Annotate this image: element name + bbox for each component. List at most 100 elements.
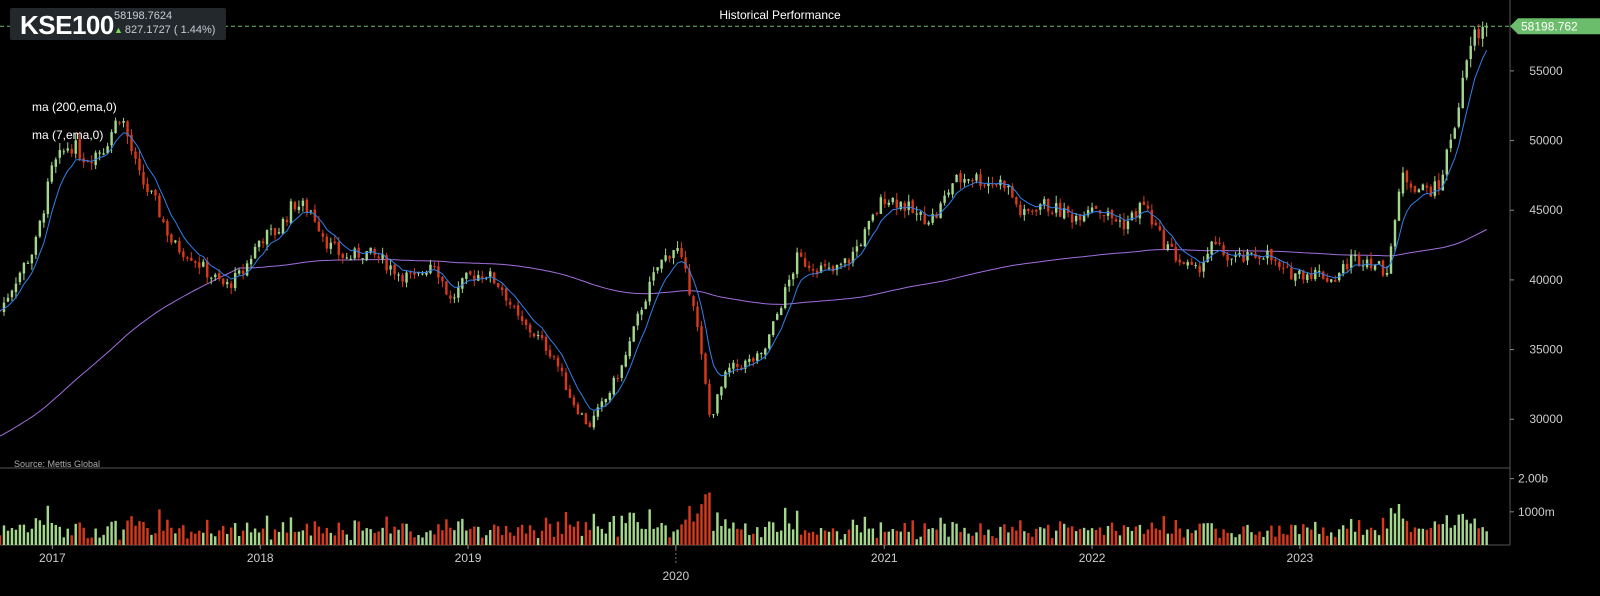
candle	[548, 344, 552, 360]
volume-bar	[469, 528, 472, 545]
candle-body	[867, 220, 871, 230]
volume-bar	[572, 526, 576, 545]
candle	[1186, 259, 1189, 270]
candle-body	[229, 283, 233, 288]
volume-bar	[1090, 528, 1094, 545]
candle	[106, 142, 109, 154]
candle	[329, 237, 333, 255]
candle-body	[1437, 180, 1441, 190]
candle	[955, 174, 958, 183]
candle-body	[616, 378, 619, 380]
price-tick-label: 55000	[1529, 64, 1563, 78]
candle-body	[162, 219, 165, 222]
candle	[1473, 26, 1476, 51]
candle-body	[106, 146, 109, 154]
candle-body	[1250, 252, 1253, 254]
candle-body	[1485, 26, 1488, 28]
volume-bar	[78, 522, 81, 545]
volume-bar	[46, 505, 50, 545]
candle	[202, 258, 205, 268]
candle	[413, 267, 416, 279]
candle	[54, 157, 58, 174]
volume-bar	[640, 528, 643, 545]
candle-body	[947, 192, 950, 195]
candle-body	[732, 362, 735, 369]
candle	[1051, 210, 1054, 216]
candle	[823, 259, 827, 270]
candle-body	[1106, 211, 1110, 216]
candle-body	[516, 305, 520, 316]
candle-body	[1082, 215, 1086, 222]
volume-bar	[831, 528, 835, 545]
candle	[198, 256, 201, 275]
candle	[341, 252, 344, 264]
candle	[285, 216, 289, 227]
candle-body	[1274, 259, 1277, 261]
candle	[453, 293, 456, 304]
candle-body	[138, 158, 141, 171]
candle	[1122, 212, 1126, 236]
candle-body	[724, 371, 727, 388]
candle-body	[1150, 209, 1154, 225]
volume-bar	[799, 534, 803, 545]
candle-body	[799, 252, 803, 257]
volume-bar	[1397, 503, 1401, 545]
candle-body	[1086, 209, 1090, 216]
candle-body	[859, 245, 863, 247]
candle-body	[1270, 249, 1273, 261]
volume-bar	[867, 528, 871, 545]
candle-body	[524, 319, 528, 326]
volume-bar	[373, 533, 376, 545]
candle	[1298, 269, 1301, 279]
volume-bar	[544, 517, 548, 545]
candle	[624, 351, 627, 368]
candle	[943, 190, 946, 206]
candle-body	[1246, 251, 1249, 261]
candle-body	[979, 174, 982, 186]
volume-bar	[1449, 527, 1452, 545]
volume-bar	[102, 534, 105, 545]
candle	[1409, 180, 1413, 193]
candle	[245, 260, 249, 277]
volume-bar	[138, 521, 141, 545]
volume-bar	[911, 520, 914, 545]
candle	[991, 176, 994, 189]
volume-bar	[1218, 537, 1221, 545]
volume-bar	[772, 522, 775, 545]
candle	[987, 176, 990, 194]
candle	[720, 386, 723, 400]
candle	[712, 414, 715, 418]
candle	[807, 261, 811, 272]
candle-body	[273, 228, 277, 236]
candle	[656, 267, 659, 274]
candle-body	[221, 278, 225, 285]
volume-bar	[110, 521, 113, 545]
candle	[532, 332, 536, 339]
volume-bar	[628, 512, 631, 545]
candle	[1098, 209, 1102, 220]
candle-body	[704, 353, 707, 384]
candle-body	[795, 252, 799, 275]
candle	[648, 276, 651, 306]
volume-bar	[624, 523, 627, 545]
candle	[676, 241, 679, 254]
candle	[1027, 208, 1030, 215]
volume-bar	[855, 524, 859, 545]
legend-ma7[interactable]: ma (7,ema,0)	[32, 128, 104, 142]
candle	[612, 375, 616, 398]
volume-bar	[1146, 529, 1150, 545]
legend-ma200[interactable]: ma (200,ema,0)	[32, 100, 117, 114]
candle-body	[1154, 222, 1158, 226]
candle-body	[608, 393, 612, 400]
volume-bar	[520, 524, 524, 545]
price-tick-label: 35000	[1529, 343, 1563, 357]
candle-body	[441, 277, 444, 282]
volume-bar	[712, 530, 715, 545]
candle	[979, 169, 982, 190]
time-tick-label: 2022	[1079, 551, 1106, 565]
candle	[508, 298, 512, 309]
candle	[441, 276, 444, 288]
candle	[1262, 257, 1265, 260]
volume-bar	[10, 528, 14, 545]
candle-body	[465, 272, 468, 279]
